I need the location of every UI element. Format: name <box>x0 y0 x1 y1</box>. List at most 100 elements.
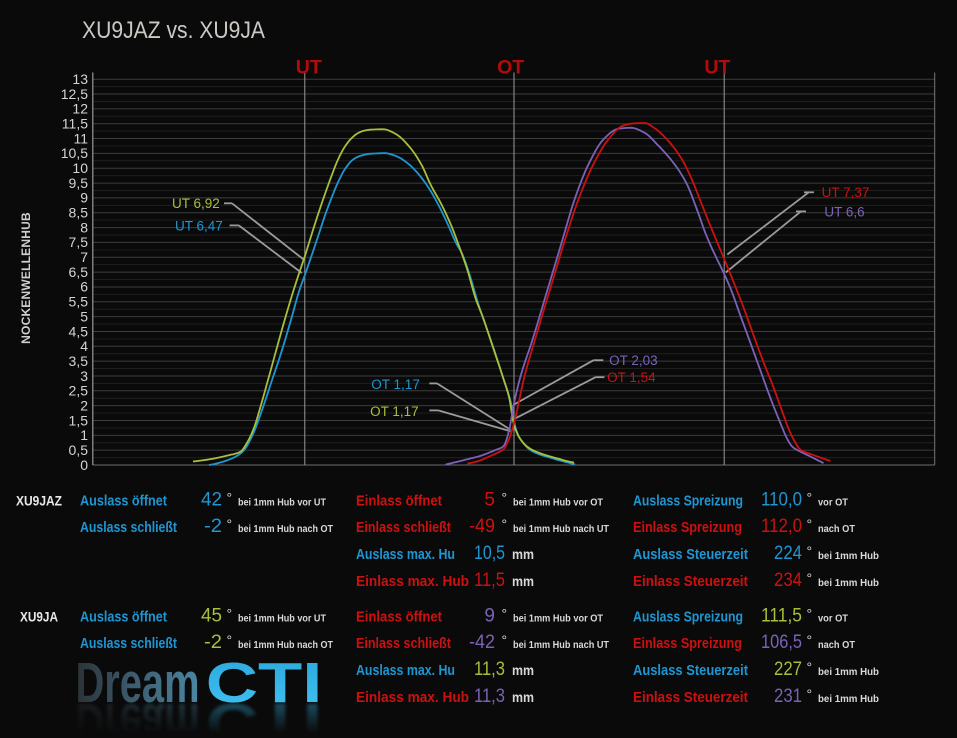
svg-text:Einlass Spreizung: Einlass Spreizung <box>633 519 742 536</box>
svg-text:11,3: 11,3 <box>474 686 505 707</box>
svg-text:°: ° <box>807 686 813 702</box>
svg-text:°: ° <box>227 632 233 648</box>
svg-text:12: 12 <box>72 101 88 117</box>
svg-text:OT 1,17: OT 1,17 <box>371 377 420 392</box>
svg-text:UT: UT <box>296 56 322 78</box>
svg-text:224: 224 <box>774 543 802 564</box>
svg-text:Einlass öffnet: Einlass öffnet <box>356 608 442 625</box>
svg-text:vor OT: vor OT <box>818 496 849 508</box>
svg-text:°: ° <box>807 543 813 559</box>
svg-text:42: 42 <box>201 489 222 510</box>
svg-text:234: 234 <box>774 570 802 591</box>
svg-text:CTI: CTI <box>206 692 323 733</box>
svg-text:10: 10 <box>72 160 88 176</box>
svg-text:3: 3 <box>80 368 88 384</box>
svg-text:0: 0 <box>80 457 88 473</box>
svg-text:°: ° <box>807 632 813 648</box>
svg-text:5: 5 <box>80 308 88 324</box>
svg-text:11,5: 11,5 <box>62 116 88 132</box>
svg-text:°: ° <box>807 516 813 532</box>
svg-text:bei 1mm Hub vor OT: bei 1mm Hub vor OT <box>513 496 604 508</box>
svg-text:UT 7,37: UT 7,37 <box>822 185 870 200</box>
svg-text:OT 1,17: OT 1,17 <box>370 404 419 419</box>
svg-text:Auslass öffnet: Auslass öffnet <box>80 492 167 509</box>
svg-text:-49: -49 <box>469 516 495 537</box>
svg-text:11,5: 11,5 <box>474 570 505 591</box>
svg-text:UT 6,6: UT 6,6 <box>824 205 864 220</box>
svg-text:OT 2,03: OT 2,03 <box>609 353 658 368</box>
svg-text:bei 1mm Hub: bei 1mm Hub <box>818 577 879 589</box>
svg-text:-2: -2 <box>204 632 222 653</box>
svg-text:Auslass Spreizung: Auslass Spreizung <box>633 492 743 509</box>
svg-text:6,5: 6,5 <box>69 264 89 280</box>
svg-text:Einlass max. Hub: Einlass max. Hub <box>356 689 469 706</box>
svg-text:Auslass schließt: Auslass schließt <box>80 635 177 652</box>
svg-text:111,5: 111,5 <box>761 605 802 626</box>
svg-text:3,5: 3,5 <box>69 353 89 369</box>
svg-text:12,5: 12,5 <box>61 86 88 102</box>
svg-text:227: 227 <box>774 659 802 680</box>
svg-text:Einlass Spreizung: Einlass Spreizung <box>633 635 742 652</box>
svg-text:-2: -2 <box>204 516 222 537</box>
svg-text:Einlass schließt: Einlass schließt <box>356 635 451 652</box>
svg-text:Einlass öffnet: Einlass öffnet <box>356 492 442 509</box>
svg-text:mm: mm <box>512 573 534 589</box>
svg-text:nach OT: nach OT <box>818 523 856 535</box>
svg-text:XU9JAZ: XU9JAZ <box>16 492 62 508</box>
svg-text:6: 6 <box>80 279 88 295</box>
svg-text:2,5: 2,5 <box>69 383 89 399</box>
svg-text:UT 6,47: UT 6,47 <box>175 219 223 234</box>
svg-text:-42: -42 <box>469 632 495 653</box>
svg-text:UT 6,92: UT 6,92 <box>172 196 220 211</box>
svg-text:bei 1mm Hub nach UT: bei 1mm Hub nach UT <box>513 523 610 535</box>
svg-text:9,5: 9,5 <box>69 175 89 191</box>
svg-text:1,5: 1,5 <box>69 412 89 428</box>
svg-text:mm: mm <box>512 662 534 678</box>
svg-text:bei 1mm Hub nach OT: bei 1mm Hub nach OT <box>238 639 333 651</box>
svg-text:110,0: 110,0 <box>761 489 802 510</box>
svg-text:45: 45 <box>201 605 222 626</box>
svg-text:Dream: Dream <box>76 651 200 715</box>
svg-text:4: 4 <box>80 338 88 354</box>
svg-text:Auslass öffnet: Auslass öffnet <box>80 608 167 625</box>
svg-text:5: 5 <box>484 489 495 510</box>
svg-text:XU9JAZ vs. XU9JA: XU9JAZ vs. XU9JA <box>82 17 265 44</box>
svg-text:OT: OT <box>497 56 524 78</box>
svg-text:bei 1mm Hub nach OT: bei 1mm Hub nach OT <box>238 523 333 535</box>
svg-text:vor OT: vor OT <box>818 612 849 624</box>
svg-text:bei 1mm Hub nach UT: bei 1mm Hub nach UT <box>513 639 610 651</box>
svg-text:°: ° <box>227 516 233 532</box>
svg-text:Auslass max. Hu: Auslass max. Hu <box>356 662 455 679</box>
svg-text:bei 1mm Hub: bei 1mm Hub <box>818 666 879 678</box>
svg-text:Dream: Dream <box>76 691 200 733</box>
svg-text:°: ° <box>227 605 233 621</box>
svg-text:10,5: 10,5 <box>474 543 505 564</box>
svg-text:9: 9 <box>80 190 88 206</box>
svg-text:Einlass Steuerzeit: Einlass Steuerzeit <box>633 573 748 590</box>
svg-text:bei 1mm Hub vor UT: bei 1mm Hub vor UT <box>238 496 326 508</box>
svg-text:10,5: 10,5 <box>61 145 88 161</box>
svg-text:XU9JA: XU9JA <box>20 608 58 624</box>
svg-text:Auslass Steuerzeit: Auslass Steuerzeit <box>633 546 748 563</box>
svg-text:7: 7 <box>80 249 88 265</box>
svg-text:1: 1 <box>80 427 88 443</box>
svg-text:°: ° <box>807 605 813 621</box>
svg-text:Einlass Steuerzeit: Einlass Steuerzeit <box>633 689 748 706</box>
svg-text:°: ° <box>502 489 508 505</box>
svg-text:°: ° <box>502 632 508 648</box>
svg-text:Auslass schließt: Auslass schließt <box>80 519 177 536</box>
svg-text:Einlass max. Hub: Einlass max. Hub <box>356 573 469 590</box>
svg-text:Auslass Spreizung: Auslass Spreizung <box>633 608 743 625</box>
svg-text:4,5: 4,5 <box>69 323 89 339</box>
svg-text:13: 13 <box>72 71 88 87</box>
svg-text:Auslass Steuerzeit: Auslass Steuerzeit <box>633 662 748 679</box>
svg-text:5,5: 5,5 <box>69 294 89 310</box>
svg-text:NOCKENWELLENHUB: NOCKENWELLENHUB <box>19 212 33 344</box>
svg-text:°: ° <box>807 570 813 586</box>
svg-text:9: 9 <box>484 605 495 626</box>
svg-text:106,5: 106,5 <box>761 632 802 653</box>
svg-text:°: ° <box>807 489 813 505</box>
svg-text:°: ° <box>502 516 508 532</box>
svg-text:mm: mm <box>512 689 534 705</box>
svg-text:nach OT: nach OT <box>818 639 856 651</box>
